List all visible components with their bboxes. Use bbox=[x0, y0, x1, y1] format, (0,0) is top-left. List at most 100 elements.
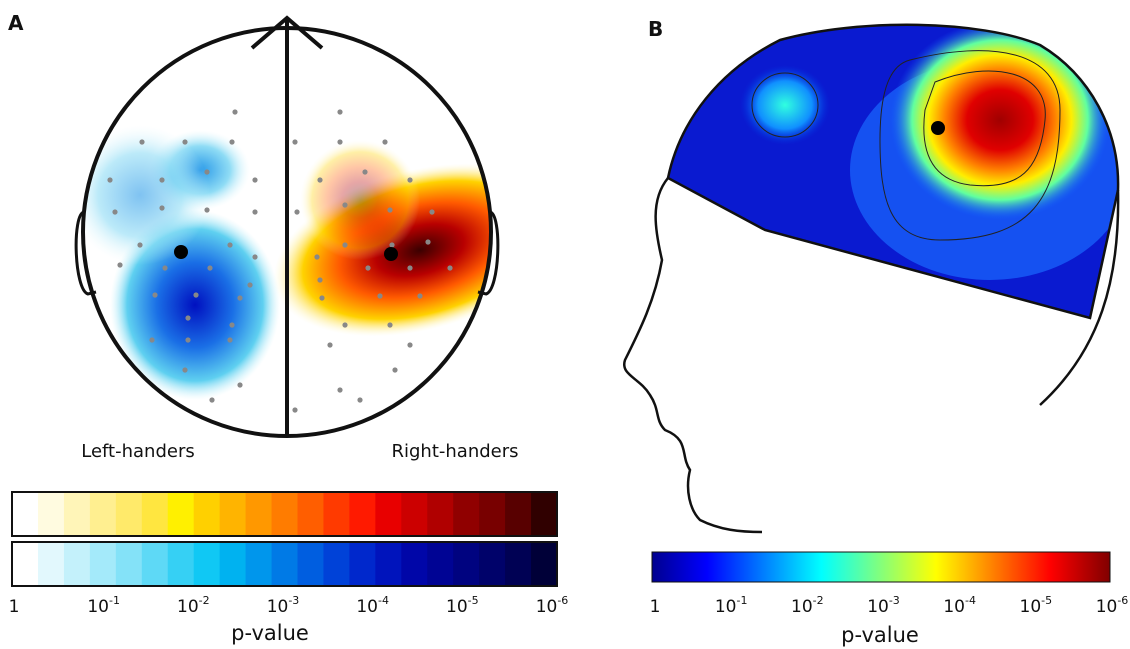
electrode bbox=[417, 293, 422, 298]
electrode bbox=[185, 315, 190, 320]
electrode bbox=[387, 322, 392, 327]
axis-label: p-value bbox=[231, 621, 309, 645]
electrode bbox=[204, 207, 209, 212]
tick-label: 10-4 bbox=[943, 594, 976, 617]
tick-label: 1 bbox=[650, 597, 661, 617]
tick-label: 10-5 bbox=[446, 594, 479, 617]
colorbar-cell bbox=[298, 542, 324, 586]
electrode bbox=[252, 209, 257, 214]
caption: Right-handers bbox=[391, 441, 518, 462]
electrode bbox=[337, 387, 342, 392]
electrode bbox=[182, 367, 187, 372]
colorbar-cell bbox=[64, 542, 90, 586]
electrode bbox=[162, 265, 167, 270]
colorbar-cell bbox=[168, 542, 194, 586]
marker bbox=[931, 121, 945, 135]
marker bbox=[174, 245, 188, 259]
electrode bbox=[229, 322, 234, 327]
electrode bbox=[407, 342, 412, 347]
marker bbox=[384, 247, 398, 261]
tick-exponent: -3 bbox=[288, 594, 299, 607]
electrode bbox=[319, 295, 324, 300]
electrode bbox=[389, 242, 394, 247]
colorbar-cell bbox=[349, 542, 375, 586]
electrode bbox=[139, 139, 144, 144]
colorbar-cell bbox=[427, 542, 453, 586]
colorbar-cell bbox=[323, 542, 349, 586]
electrode bbox=[137, 242, 142, 247]
electrode bbox=[159, 177, 164, 182]
tick-base: 10 bbox=[87, 597, 109, 617]
tick-label: 10-6 bbox=[536, 594, 569, 617]
electrode bbox=[252, 177, 257, 182]
colorbar-cell bbox=[505, 542, 531, 586]
electrode bbox=[112, 209, 117, 214]
tick-base: 10 bbox=[446, 597, 468, 617]
colorbar-cell bbox=[142, 542, 168, 586]
tick-label: 10-1 bbox=[87, 594, 120, 617]
electrode bbox=[407, 177, 412, 182]
colorbar-cell bbox=[505, 492, 531, 536]
colorbar-cell bbox=[401, 542, 427, 586]
colorbar-cell bbox=[38, 542, 64, 586]
electrode bbox=[377, 293, 382, 298]
electrode bbox=[117, 262, 122, 267]
electrode bbox=[392, 367, 397, 372]
tick-exponent: -5 bbox=[1041, 594, 1052, 607]
electrode bbox=[237, 382, 242, 387]
tick-exponent: -3 bbox=[889, 594, 900, 607]
colorbar-cell bbox=[272, 492, 298, 536]
tick-base: 1 bbox=[9, 597, 20, 617]
colorbar-cell bbox=[401, 492, 427, 536]
tick-label: 10-3 bbox=[267, 594, 300, 617]
tick-base: 10 bbox=[943, 597, 965, 617]
tick-exponent: -5 bbox=[468, 594, 479, 607]
colorbar-cell bbox=[90, 492, 116, 536]
colorbar-cell bbox=[220, 542, 246, 586]
tick-exponent: -4 bbox=[965, 594, 976, 607]
tick-base: 10 bbox=[867, 597, 889, 617]
tick-exponent: -6 bbox=[557, 594, 568, 607]
colorbar-cell bbox=[246, 492, 272, 536]
tick-label: 10-1 bbox=[715, 594, 748, 617]
axis-label: p-value bbox=[841, 623, 919, 647]
colorbar-cell bbox=[142, 492, 168, 536]
tick-exponent: -4 bbox=[378, 594, 389, 607]
figure: A Left-handers Right-handers 110-110-210… bbox=[0, 0, 1130, 649]
colorbar-cell bbox=[531, 542, 557, 586]
colorbar-cell bbox=[12, 492, 38, 536]
electrode bbox=[342, 322, 347, 327]
tick-label: 10-4 bbox=[356, 594, 389, 617]
colorbar-cell bbox=[375, 492, 401, 536]
electrode bbox=[229, 139, 234, 144]
tick-label: 1 bbox=[9, 597, 20, 617]
electrode bbox=[292, 407, 297, 412]
electrode bbox=[252, 254, 257, 259]
tick-base: 10 bbox=[791, 597, 813, 617]
colorbar-cell bbox=[220, 492, 246, 536]
electrode bbox=[227, 337, 232, 342]
colorbar-cell bbox=[453, 492, 479, 536]
tick-exponent: -2 bbox=[813, 594, 824, 607]
electrode bbox=[337, 109, 342, 114]
colorbar-cell bbox=[194, 492, 220, 536]
electrode bbox=[429, 209, 434, 214]
electrode bbox=[387, 207, 392, 212]
electrode bbox=[314, 254, 319, 259]
colorbar-cell bbox=[479, 542, 505, 586]
tick-base: 10 bbox=[267, 597, 289, 617]
panel-label: B bbox=[648, 17, 663, 41]
electrode bbox=[237, 295, 242, 300]
colorbar-cell bbox=[246, 542, 272, 586]
colorbar-cell bbox=[298, 492, 324, 536]
electrode bbox=[193, 292, 198, 297]
electrode bbox=[327, 342, 332, 347]
colorbar-cell bbox=[194, 542, 220, 586]
electrode bbox=[342, 202, 347, 207]
electrode bbox=[365, 265, 370, 270]
tick-base: 10 bbox=[356, 597, 378, 617]
electrode bbox=[292, 139, 297, 144]
electrode bbox=[342, 242, 347, 247]
